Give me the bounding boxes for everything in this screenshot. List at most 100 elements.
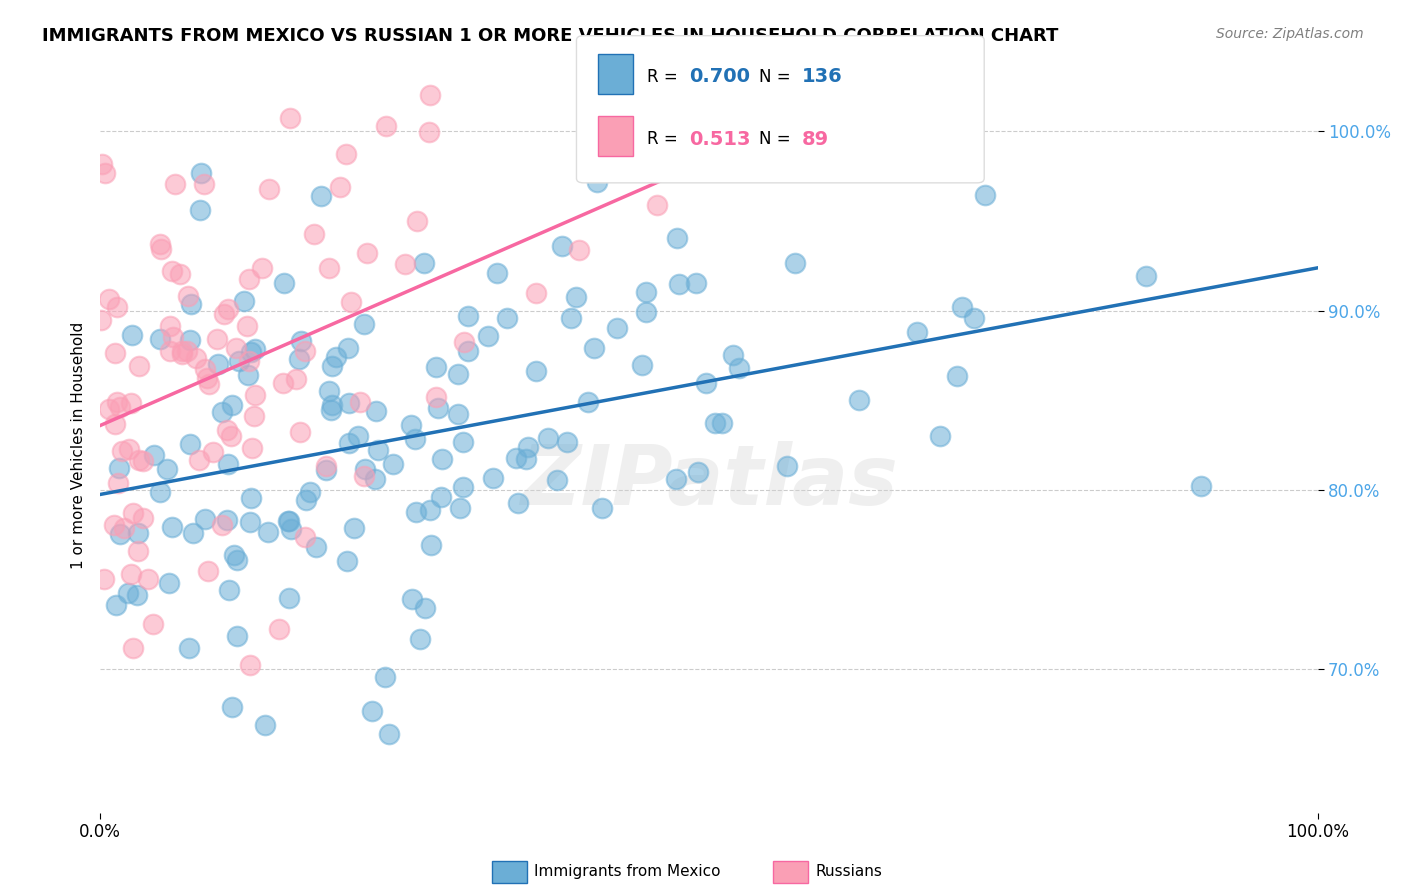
- Point: [117, 586, 139, 600]
- Point: [179, 437, 201, 451]
- Point: [110, 400, 132, 414]
- Point: [586, 175, 609, 189]
- Point: [240, 441, 263, 455]
- Point: [93, 572, 115, 586]
- Point: [294, 343, 316, 358]
- Point: [91, 156, 114, 170]
- Point: [298, 484, 321, 499]
- Point: [97, 293, 120, 307]
- Point: [127, 525, 149, 540]
- Text: IMMIGRANTS FROM MEXICO VS RUSSIAN 1 OR MORE VEHICLES IN HOUSEHOLD CORRELATION CH: IMMIGRANTS FROM MEXICO VS RUSSIAN 1 OR M…: [42, 27, 1059, 45]
- Point: [142, 448, 165, 462]
- Point: [457, 310, 479, 324]
- Point: [211, 404, 233, 418]
- Point: [131, 511, 153, 525]
- Point: [181, 526, 204, 541]
- Point: [335, 146, 357, 161]
- Point: [193, 177, 215, 191]
- Point: [950, 300, 973, 314]
- Point: [271, 376, 294, 390]
- Point: [367, 442, 389, 457]
- Y-axis label: 1 or more Vehicles in Household: 1 or more Vehicles in Household: [72, 321, 86, 569]
- Point: [1135, 269, 1157, 284]
- Point: [321, 403, 343, 417]
- Point: [591, 500, 613, 515]
- Point: [343, 521, 366, 535]
- Point: [606, 321, 628, 335]
- Point: [353, 318, 375, 332]
- Point: [517, 440, 540, 454]
- Point: [112, 521, 135, 535]
- Point: [160, 264, 183, 278]
- Point: [695, 376, 717, 391]
- Point: [405, 505, 427, 519]
- Point: [453, 335, 475, 350]
- Point: [776, 458, 799, 473]
- Point: [304, 540, 326, 554]
- Point: [309, 188, 332, 202]
- Point: [374, 670, 396, 684]
- Point: [394, 257, 416, 271]
- Point: [353, 468, 375, 483]
- Point: [117, 442, 139, 456]
- Point: [505, 450, 527, 465]
- Point: [496, 310, 519, 325]
- Point: [666, 231, 689, 245]
- Text: Source: ZipAtlas.com: Source: ZipAtlas.com: [1216, 27, 1364, 41]
- Point: [457, 344, 479, 359]
- Point: [239, 515, 262, 529]
- Text: 136: 136: [801, 67, 842, 87]
- Point: [582, 341, 605, 355]
- Text: ZIPatlas: ZIPatlas: [520, 442, 898, 523]
- Point: [277, 514, 299, 528]
- Point: [413, 601, 436, 615]
- Point: [219, 429, 242, 443]
- Point: [426, 401, 449, 415]
- Point: [278, 111, 301, 125]
- Point: [302, 227, 325, 241]
- Point: [170, 344, 193, 359]
- Point: [783, 256, 806, 270]
- Point: [321, 359, 343, 373]
- Point: [728, 361, 751, 376]
- Point: [928, 428, 950, 442]
- Point: [221, 399, 243, 413]
- Text: N =: N =: [759, 130, 796, 148]
- Point: [217, 301, 239, 316]
- Point: [526, 285, 548, 300]
- Point: [425, 360, 447, 375]
- Point: [159, 344, 181, 359]
- Point: [451, 434, 474, 449]
- Point: [236, 319, 259, 334]
- Point: [401, 591, 423, 606]
- Point: [103, 517, 125, 532]
- Point: [240, 491, 263, 505]
- Point: [176, 344, 198, 359]
- Point: [243, 342, 266, 356]
- Point: [318, 260, 340, 275]
- Point: [132, 453, 155, 467]
- Point: [340, 295, 363, 310]
- Point: [668, 277, 690, 291]
- Point: [451, 480, 474, 494]
- Point: [723, 347, 745, 361]
- Point: [280, 522, 302, 536]
- Point: [136, 572, 159, 586]
- Point: [375, 120, 398, 134]
- Point: [356, 246, 378, 260]
- Point: [197, 377, 219, 392]
- Point: [90, 312, 112, 326]
- Point: [419, 539, 441, 553]
- Point: [905, 325, 928, 339]
- Point: [211, 518, 233, 533]
- Point: [170, 347, 193, 361]
- Point: [273, 276, 295, 290]
- Point: [160, 519, 183, 533]
- Point: [336, 341, 359, 355]
- Point: [425, 390, 447, 404]
- Point: [226, 629, 249, 643]
- Point: [325, 350, 347, 364]
- Point: [250, 261, 273, 276]
- Text: N =: N =: [759, 68, 796, 86]
- Point: [537, 431, 560, 445]
